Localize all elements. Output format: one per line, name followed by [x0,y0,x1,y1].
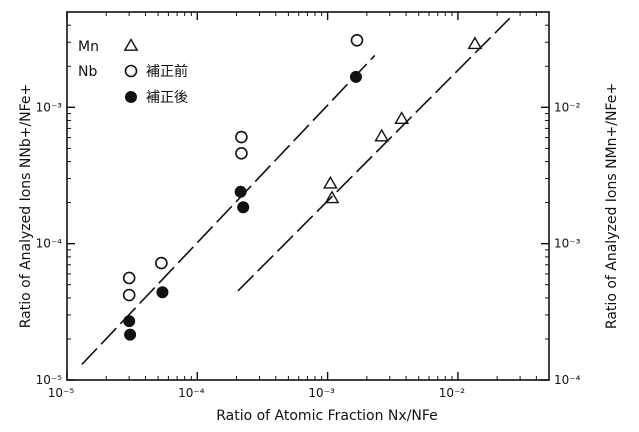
data-point-filled-circle [349,70,362,83]
data-point-open-circle [235,130,248,144]
x-tick-label: 10⁻³ [308,386,335,400]
data-point-filled-circle [156,286,169,299]
data-point-filled-circle [123,315,136,328]
data-point-open-triangle [374,128,390,142]
data-point-open-triangle [324,190,340,204]
y-left-tick-label: 10⁻⁴ [36,237,63,251]
y-left-tick-label: 10⁻³ [36,100,63,114]
x-tick-label: 10⁻² [439,386,466,400]
data-points [122,34,483,341]
fit-line-right [237,17,511,292]
data-point-open-circle [122,288,136,302]
data-point-open-circle [155,256,168,270]
y-axis-left-title: Ratio of Analyzed Ions NNb+/NFe+ [18,84,34,329]
legend-marker-filled-circle [125,91,137,103]
legend-series-label: 補正後 [146,90,188,106]
y-right-tick-label: 10⁻⁴ [554,373,581,387]
y-right-tick-label: 10⁻² [554,100,581,114]
data-point-open-circle [235,146,248,160]
x-tick-label: 10⁻⁵ [48,386,75,400]
x-axis-title: Ratio of Atomic Fraction Nx/NFe [216,408,438,424]
legend-marker-open-triangle [123,38,139,51]
data-point-filled-circle [234,185,247,198]
data-point-open-triangle [467,36,483,50]
legend-group-label: Nb [78,64,97,80]
y-right-tick-label: 10⁻³ [554,237,581,251]
legend-group-label: Mn [78,39,99,55]
x-tick-label: 10⁻⁴ [178,386,205,400]
y-left-tick-label: 10⁻⁵ [36,373,63,387]
data-point-open-triangle [322,175,338,189]
fit-line-left [81,54,376,366]
data-point-open-triangle [394,111,410,124]
data-point-open-circle [122,271,136,285]
data-point-open-circle [350,34,364,47]
plot-border [66,11,550,381]
data-point-filled-circle [237,201,250,214]
y-axis-right-title: Ratio of Analyzed Ions NMn+/NFe+ [604,83,620,329]
axis-ticks: 10⁻⁵ 10⁻⁴ 10⁻³ 10⁻² 10⁻⁵ 10⁻⁴ 10⁻³ 10⁻⁴ 10⁻³ 10⁻² [36,12,581,400]
legend-marker-open-circle [124,64,138,78]
data-point-filled-circle [124,328,137,341]
legend-series-label: 補正前 [146,63,188,80]
fit-lines [81,17,511,366]
plot-frame [66,11,550,381]
